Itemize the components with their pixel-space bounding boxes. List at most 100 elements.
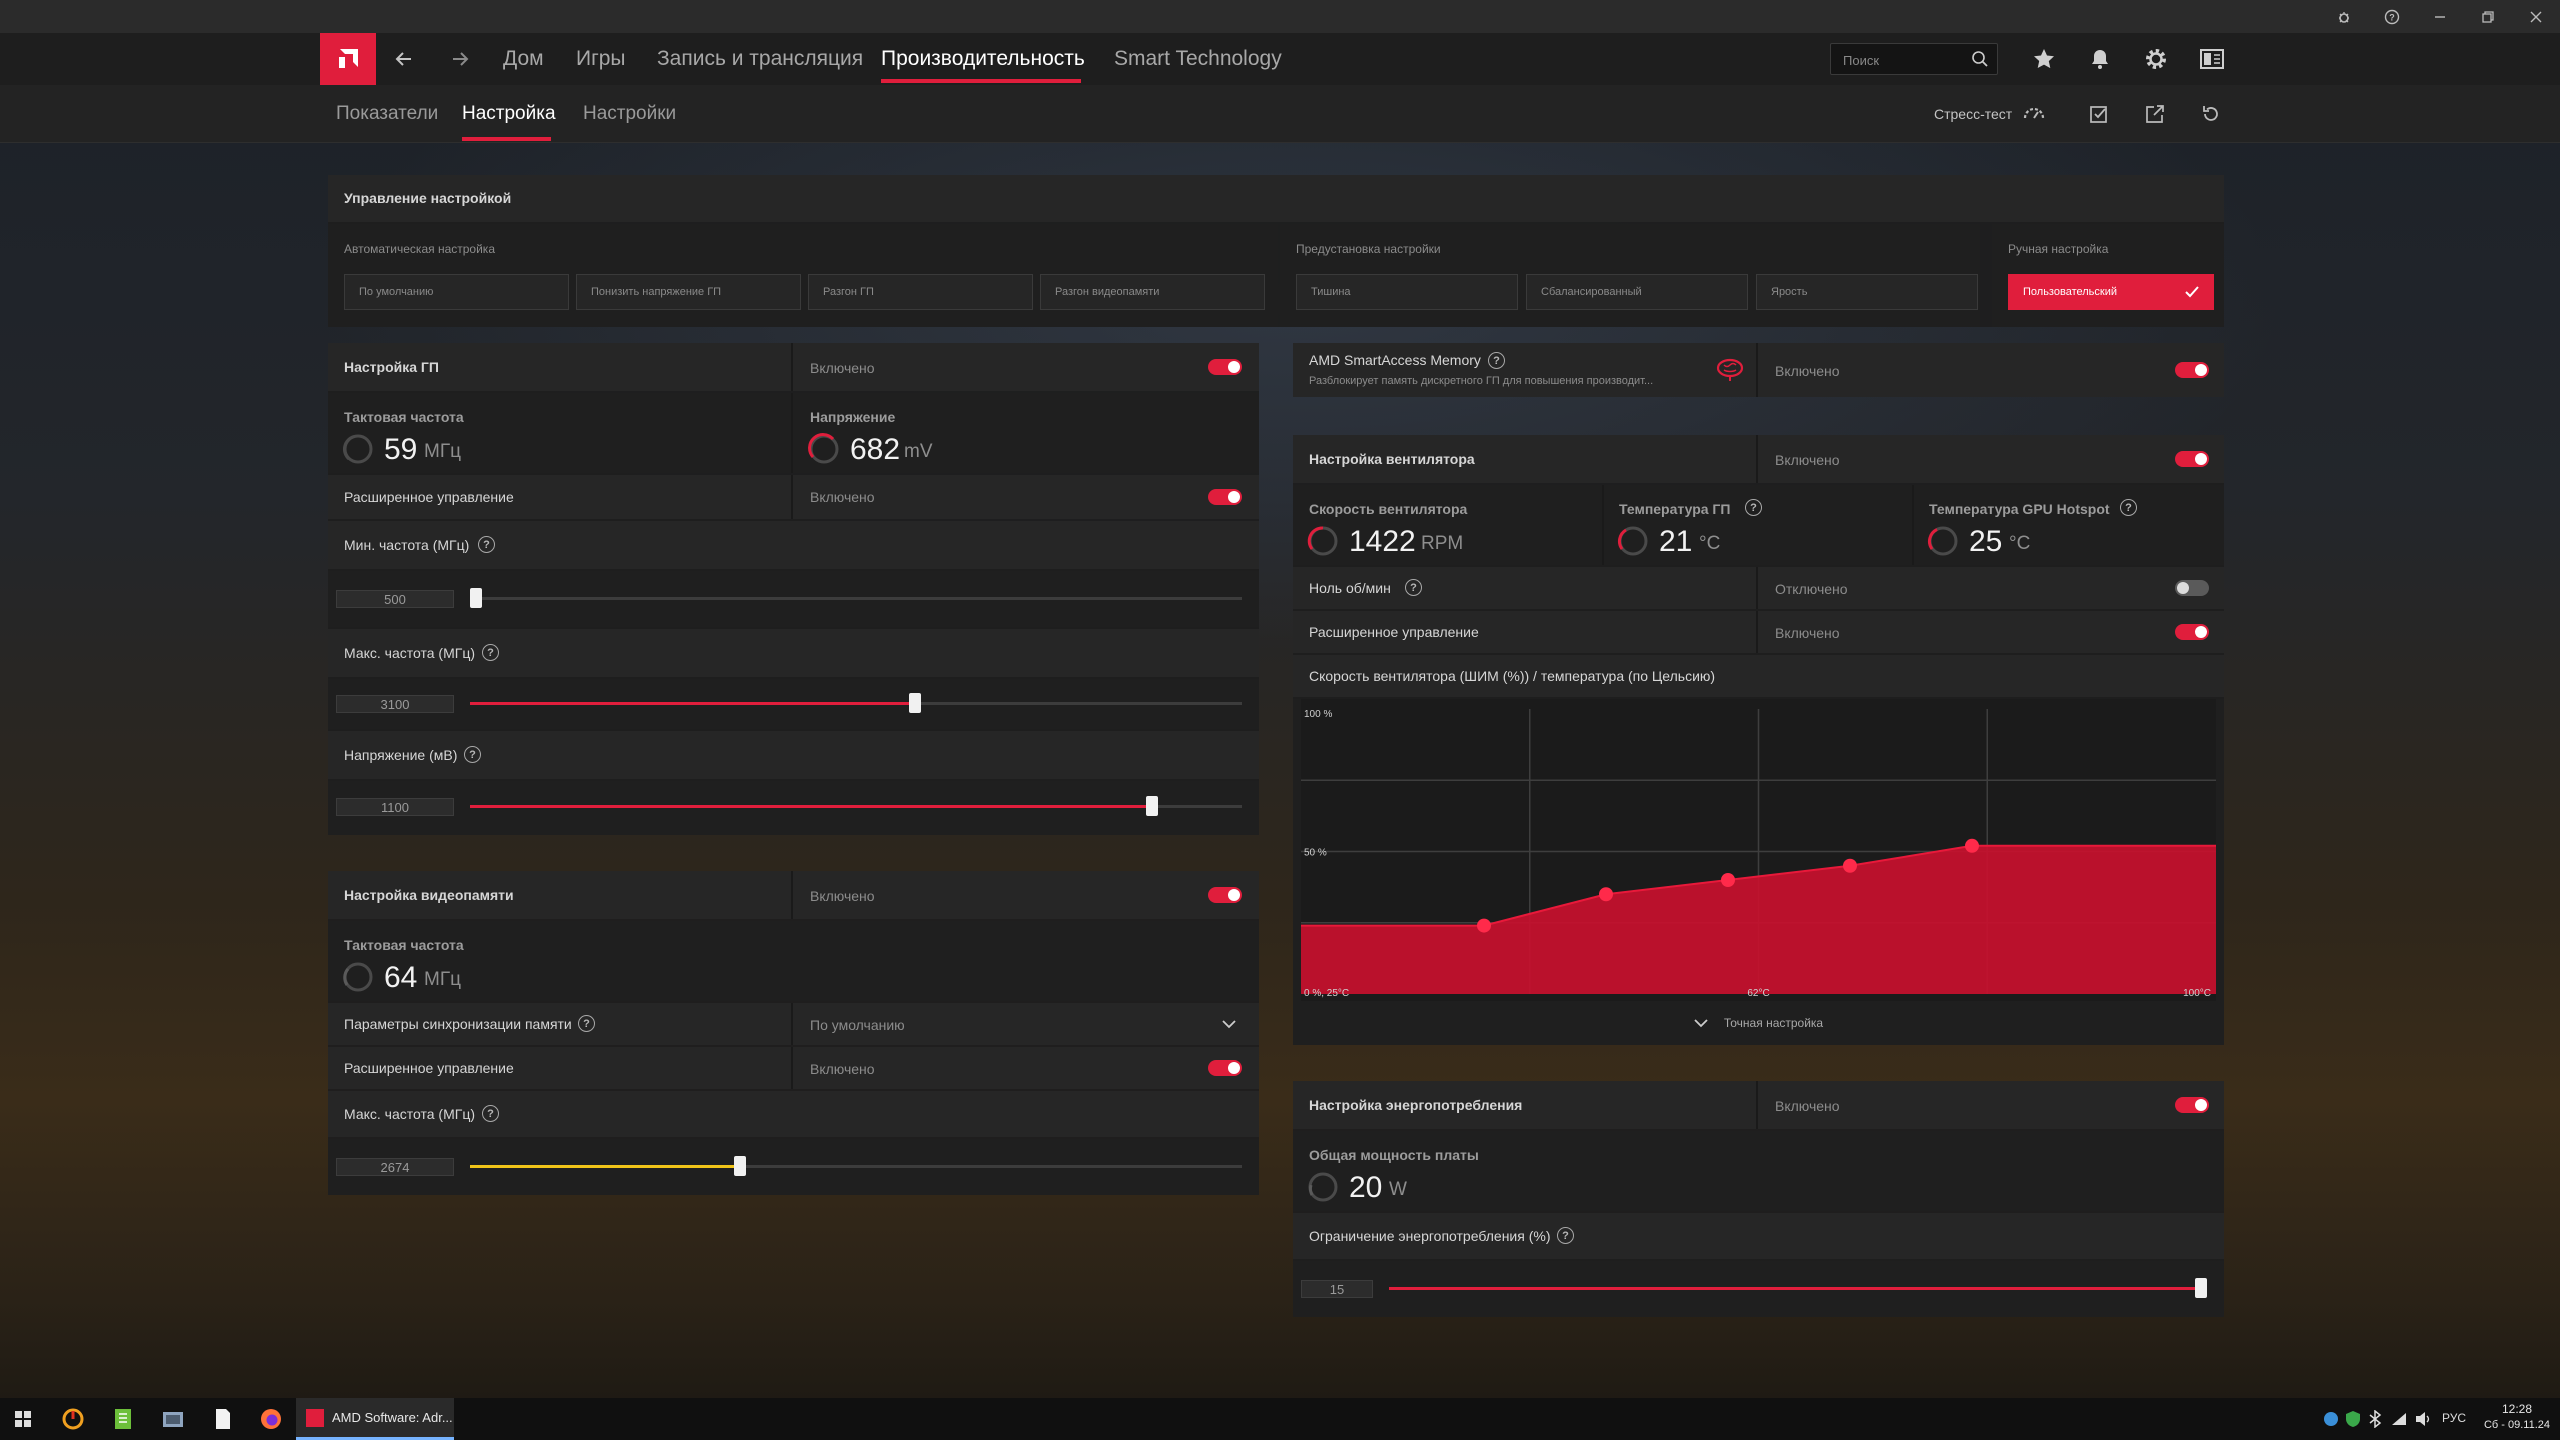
gpu-min-freq-input[interactable]: 500 xyxy=(336,590,454,608)
taskbar-amd-app[interactable]: AMD Software: Adr... xyxy=(296,1398,454,1440)
preset-custom[interactable]: Пользовательский xyxy=(2008,274,2214,310)
settings-gear-icon[interactable] xyxy=(2136,41,2176,77)
save-profile-icon[interactable] xyxy=(2088,103,2110,130)
chevron-down-icon[interactable] xyxy=(1222,1017,1236,1035)
tray-wifi-icon[interactable] xyxy=(2386,1406,2412,1432)
preset-undervolt-gpu[interactable]: Понизить напряжение ГП xyxy=(576,274,801,310)
fan-curve-point-5[interactable] xyxy=(1965,838,1979,853)
fan-advanced-toggle[interactable] xyxy=(2175,624,2209,640)
gpu-advanced-toggle[interactable] xyxy=(1208,489,1242,505)
vram-max-freq-help-icon[interactable]: ? xyxy=(482,1105,499,1122)
forward-arrow-icon[interactable] xyxy=(436,33,484,85)
nav-record-stream[interactable]: Запись и трансляция xyxy=(657,47,864,70)
gpu-max-freq-slider[interactable] xyxy=(470,693,1242,713)
zero-rpm-toggle[interactable] xyxy=(2175,580,2209,596)
zero-rpm-help-icon[interactable]: ? xyxy=(1405,579,1422,596)
gpu-voltage-label-row: Напряжение (мВ) ? xyxy=(328,731,1259,779)
vram-max-freq-input[interactable]: 2674 xyxy=(336,1158,454,1176)
gpu-temp-help-icon[interactable]: ? xyxy=(1745,499,1762,516)
fan-curve-title: Скорость вентилятора (ШИМ (%)) / темпера… xyxy=(1309,668,1716,684)
help-icon[interactable]: ? xyxy=(2368,0,2416,33)
favorites-star-icon[interactable] xyxy=(2024,41,2064,77)
gpu-voltage-slider[interactable] xyxy=(470,796,1242,816)
gpu-min-freq-slider[interactable] xyxy=(470,588,1242,608)
preset-overclock-gpu[interactable]: Разгон ГП xyxy=(808,274,1033,310)
gpu-max-freq-input[interactable]: 3100 xyxy=(336,695,454,713)
power-limit-input[interactable]: 15 xyxy=(1301,1280,1373,1298)
stress-test-gauge-icon[interactable] xyxy=(2022,102,2046,127)
export-profile-icon[interactable] xyxy=(2144,103,2166,130)
bug-report-icon[interactable] xyxy=(2320,0,2368,33)
gpu-voltage-help-icon[interactable]: ? xyxy=(464,746,481,763)
memory-timing-help-icon[interactable]: ? xyxy=(578,1015,595,1032)
gpu-tuning-status: Включено xyxy=(810,360,875,376)
spreadsheet-app-icon[interactable] xyxy=(110,1406,136,1432)
search-input[interactable] xyxy=(1843,50,1963,70)
preset-default[interactable]: По умолчанию xyxy=(344,274,569,310)
gpu-voltage-slider-row: 1100 xyxy=(328,781,1259,835)
fan-curve-point-2[interactable] xyxy=(1599,887,1613,902)
power-app-icon[interactable] xyxy=(60,1406,86,1432)
nav-smart-technology[interactable]: Smart Technology xyxy=(1114,47,1282,70)
fan-curve-chart[interactable]: 100 % 50 % 0 %, 25°C 62°C 100°C xyxy=(1301,699,2216,1001)
document-icon[interactable] xyxy=(210,1406,236,1432)
nav-performance[interactable]: Производительность xyxy=(881,47,1085,70)
power-limit-thumb[interactable] xyxy=(2195,1278,2207,1298)
tab-settings[interactable]: Настройки xyxy=(583,103,677,124)
tray-volume-icon[interactable] xyxy=(2410,1406,2436,1432)
close-button[interactable] xyxy=(2512,0,2560,33)
tray-clock[interactable]: 12:28 Сб - 09.11.24 xyxy=(2482,1402,2552,1431)
tray-language[interactable]: РУС xyxy=(2442,1411,2467,1425)
search-icon[interactable] xyxy=(1971,50,1989,73)
hotspot-temp-help-icon[interactable]: ? xyxy=(2120,499,2137,516)
gpu-min-freq-help-icon[interactable]: ? xyxy=(478,536,495,553)
nav-games[interactable]: Игры xyxy=(576,47,626,70)
fan-curve-point-1[interactable] xyxy=(1477,918,1491,933)
power-limit-help-icon[interactable]: ? xyxy=(1557,1227,1574,1244)
gpu-tuning-toggle[interactable] xyxy=(1208,359,1242,375)
gpu-min-freq-thumb[interactable] xyxy=(470,588,482,608)
sam-help-icon[interactable]: ? xyxy=(1488,352,1505,369)
gpu-voltage-gauge-icon xyxy=(808,433,839,464)
vram-advanced-toggle[interactable] xyxy=(1208,1060,1242,1076)
fine-tune-toggle[interactable]: Точная настройка xyxy=(1301,1001,2216,1045)
gpu-max-freq-help-icon[interactable]: ? xyxy=(482,644,499,661)
back-arrow-icon[interactable] xyxy=(380,33,428,85)
gpu-voltage-input[interactable]: 1100 xyxy=(336,798,454,816)
tab-metrics[interactable]: Показатели xyxy=(336,103,439,124)
vram-max-freq-thumb[interactable] xyxy=(734,1156,747,1176)
tray-network-globe-icon[interactable] xyxy=(2318,1406,2344,1432)
reset-icon[interactable] xyxy=(2200,103,2222,130)
file-manager-icon[interactable] xyxy=(160,1406,186,1432)
power-limit-slider[interactable] xyxy=(1389,1278,2207,1298)
firefox-icon[interactable] xyxy=(258,1406,284,1432)
restore-button[interactable] xyxy=(2464,0,2512,33)
fan-curve-point-3[interactable] xyxy=(1721,873,1735,887)
minimize-button[interactable] xyxy=(2416,0,2464,33)
preset-custom-label: Пользовательский xyxy=(2023,286,2117,298)
tab-tuning[interactable]: Настройка xyxy=(462,103,556,124)
fan-tuning-toggle[interactable] xyxy=(2175,451,2209,467)
notifications-bell-icon[interactable] xyxy=(2080,41,2120,77)
vram-tuning-panel: Настройка видеопамяти Включено Тактовая … xyxy=(328,871,1259,1195)
gpu-voltage-thumb[interactable] xyxy=(1145,796,1158,816)
stress-test-label[interactable]: Стресс-тест xyxy=(1934,106,2013,122)
tray-bluetooth-icon[interactable] xyxy=(2362,1406,2388,1432)
windows-start-icon[interactable] xyxy=(10,1406,36,1432)
preset-rage[interactable]: Ярость xyxy=(1756,274,1978,310)
power-tuning-toggle[interactable] xyxy=(2175,1097,2209,1113)
preset-balanced[interactable]: Сбалансированный xyxy=(1526,274,1748,310)
vram-tuning-toggle[interactable] xyxy=(1208,887,1242,903)
overlay-panel-icon[interactable] xyxy=(2192,41,2232,77)
nav-home[interactable]: Дом xyxy=(503,47,544,70)
amd-logo-icon[interactable] xyxy=(320,33,376,85)
sam-toggle[interactable] xyxy=(2175,362,2209,378)
memory-timing-value[interactable]: По умолчанию xyxy=(810,1017,905,1033)
vram-max-freq-slider[interactable] xyxy=(470,1156,1242,1176)
memory-timing-row[interactable]: Параметры синхронизации памяти ? По умол… xyxy=(328,1003,1259,1045)
fan-curve-point-4[interactable] xyxy=(1843,858,1857,873)
tray-shield-icon[interactable] xyxy=(2340,1406,2366,1432)
preset-quiet[interactable]: Тишина xyxy=(1296,274,1518,310)
preset-overclock-vram[interactable]: Разгон видеопамяти xyxy=(1040,274,1265,310)
gpu-max-freq-thumb[interactable] xyxy=(909,693,922,713)
